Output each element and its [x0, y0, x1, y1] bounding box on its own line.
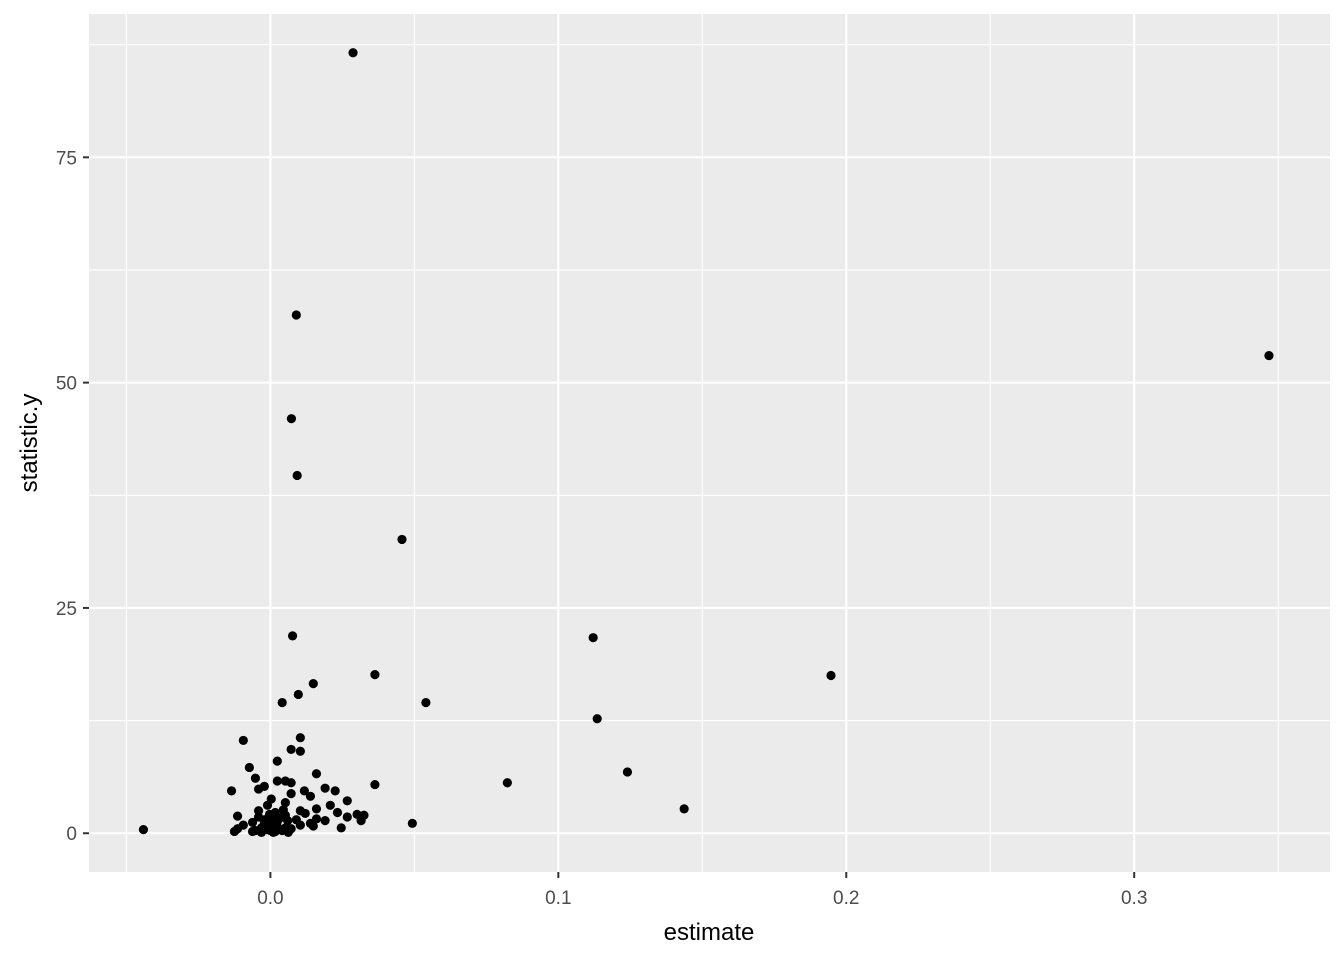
data-point [502, 778, 512, 788]
plot-panel [89, 14, 1330, 872]
data-point [287, 631, 298, 641]
x-axis: 0.0 0.1 0.2 0.3 [257, 872, 1147, 909]
data-point [286, 744, 296, 755]
data-point [278, 805, 288, 815]
data-point [300, 808, 310, 819]
data-point [299, 786, 309, 796]
data-point [826, 670, 836, 681]
y-axis: 0 25 50 75 [56, 148, 89, 845]
x-tick-label: 0.3 [1121, 888, 1147, 909]
data-point [592, 714, 602, 724]
data-point [308, 679, 318, 689]
data-point [283, 827, 293, 837]
data-point [272, 756, 282, 766]
y-tick-label: 75 [56, 148, 77, 169]
data-point [247, 826, 258, 837]
data-point [244, 762, 254, 773]
data-point [342, 812, 352, 822]
data-points [138, 48, 1274, 837]
data-point [226, 786, 237, 796]
data-point [308, 821, 318, 831]
data-point [342, 796, 352, 806]
data-point [588, 633, 598, 643]
data-point [330, 786, 340, 796]
data-point [325, 800, 335, 810]
data-point [370, 779, 380, 790]
data-point [320, 816, 330, 826]
data-point [286, 778, 296, 788]
data-point [272, 776, 282, 786]
data-point [247, 817, 258, 828]
data-point [305, 791, 316, 801]
data-point [277, 697, 287, 708]
x-tick-label: 0.2 [833, 888, 859, 909]
data-point [332, 807, 343, 818]
data-point [1264, 350, 1274, 361]
data-point [679, 804, 689, 814]
major-gridlines [89, 14, 1330, 872]
y-axis-title: statistic.y [16, 394, 43, 493]
data-point [229, 826, 240, 837]
data-point [250, 773, 261, 783]
data-point [311, 804, 322, 814]
data-point [293, 689, 303, 700]
data-point [292, 470, 302, 481]
data-point [286, 788, 296, 799]
data-point [295, 820, 305, 830]
data-point [370, 670, 380, 680]
data-point [280, 798, 290, 808]
data-point [397, 534, 407, 545]
data-point [356, 816, 366, 826]
data-point [622, 767, 633, 777]
data-point [286, 414, 297, 424]
data-point [264, 809, 275, 819]
x-tick-label: 0.0 [257, 888, 283, 909]
y-tick-label: 0 [66, 824, 77, 845]
data-point [268, 827, 278, 837]
data-point [253, 784, 264, 794]
data-point [336, 823, 346, 833]
data-point [238, 735, 248, 746]
y-tick-label: 50 [56, 374, 77, 395]
data-point [295, 733, 305, 743]
data-point [320, 783, 330, 793]
data-point [421, 697, 431, 708]
data-point [253, 812, 264, 822]
data-point [283, 816, 293, 826]
data-point [311, 769, 322, 779]
data-point [348, 48, 358, 58]
data-point [295, 746, 305, 756]
data-point [291, 310, 301, 320]
data-point [232, 811, 243, 821]
data-point [407, 818, 417, 828]
y-tick-label: 25 [56, 599, 77, 620]
x-axis-title: estimate [664, 919, 755, 946]
data-point [253, 806, 264, 816]
data-point [256, 827, 267, 837]
x-tick-label: 0.1 [545, 888, 571, 909]
data-point [138, 825, 149, 835]
data-point [262, 800, 273, 810]
